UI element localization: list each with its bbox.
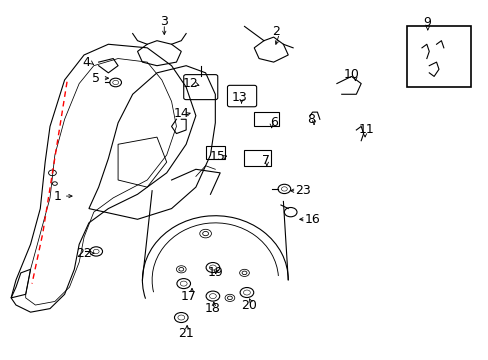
Text: 5: 5 <box>92 72 100 85</box>
Text: 17: 17 <box>180 289 196 303</box>
Text: 10: 10 <box>343 68 359 81</box>
Text: 19: 19 <box>207 266 223 279</box>
Text: 18: 18 <box>204 302 221 315</box>
Text: 14: 14 <box>173 107 189 120</box>
Text: 8: 8 <box>307 113 315 126</box>
Text: 6: 6 <box>269 116 277 129</box>
Text: 21: 21 <box>178 327 194 340</box>
Text: 3: 3 <box>160 14 168 27</box>
Text: 4: 4 <box>82 55 90 69</box>
Text: 12: 12 <box>183 77 199 90</box>
Text: 13: 13 <box>231 91 247 104</box>
Text: 2: 2 <box>272 25 280 38</box>
Text: 20: 20 <box>241 298 257 311</box>
Text: 9: 9 <box>422 16 430 29</box>
Text: 23: 23 <box>294 184 310 197</box>
Text: 1: 1 <box>53 190 61 203</box>
Text: 7: 7 <box>262 154 270 167</box>
Text: 11: 11 <box>357 123 373 136</box>
Text: 15: 15 <box>209 150 225 163</box>
Text: 22: 22 <box>76 247 92 260</box>
Text: 16: 16 <box>304 213 320 226</box>
